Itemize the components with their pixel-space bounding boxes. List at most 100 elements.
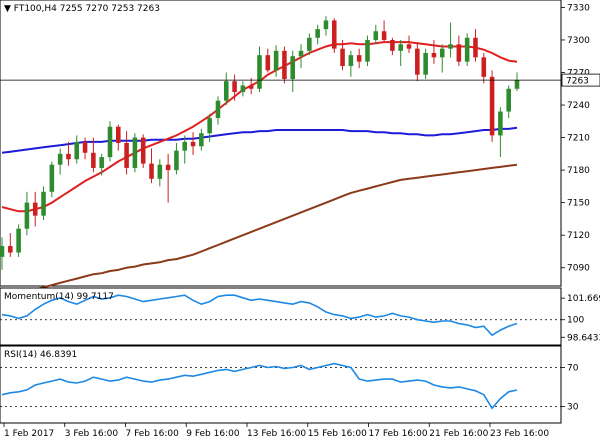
candle-body [290, 56, 296, 80]
candle [190, 132, 196, 155]
candle [215, 96, 221, 125]
candle-body [506, 88, 511, 112]
candle [431, 39, 437, 64]
candle [157, 159, 163, 187]
candle-body [190, 141, 196, 147]
candle-body [298, 50, 304, 57]
candle [348, 50, 354, 77]
candle [340, 39, 345, 71]
candle-body [57, 153, 63, 165]
candle-body [373, 31, 379, 40]
candle [265, 48, 271, 73]
candle [49, 161, 55, 198]
candle [207, 113, 212, 142]
y-tick-label: 7240 [567, 101, 590, 111]
candle-body [240, 85, 246, 93]
x-tick-label: 13 Feb 16:00 [247, 429, 306, 439]
momentum-line [1, 294, 518, 337]
candle [182, 135, 188, 164]
current-price-label: 7263 [566, 77, 589, 87]
rsi-line [1, 362, 518, 410]
symbol-label: ▼ FT100,H4 7255 7270 7253 7263 [4, 4, 160, 14]
ma-brown-line [1, 163, 518, 300]
candlestick-series [0, 16, 520, 270]
candle [390, 37, 395, 56]
candle-body [431, 52, 437, 58]
candle-body [481, 57, 487, 77]
candle [489, 70, 495, 142]
candle [514, 72, 520, 91]
candle-body [91, 152, 96, 168]
candle [282, 46, 287, 84]
candle [464, 33, 470, 66]
x-tick-label: 21 Feb 16:00 [429, 429, 488, 439]
candle [41, 186, 46, 221]
candle [398, 39, 403, 66]
candle [223, 72, 229, 106]
candle-body [223, 81, 229, 101]
candle-body [381, 31, 387, 40]
candle [66, 141, 71, 166]
candle-body [0, 246, 5, 257]
candle-body [398, 44, 403, 51]
x-tick-label: 17 Feb 16:00 [369, 429, 428, 439]
candle [57, 148, 63, 175]
candle-body [390, 39, 395, 51]
y-tick-label: 7210 [567, 134, 590, 144]
main-y-axis: 7330 7300 7270 7240 7210 7180 7150 7120 7090 [561, 3, 590, 274]
x-tick-label: 15 Feb 16:00 [308, 429, 367, 439]
candle-body [282, 50, 287, 80]
candle-body [24, 202, 30, 229]
candle-body [331, 20, 337, 49]
candle-body [124, 143, 129, 168]
momentum-y-tick-label: 98.6433 [567, 333, 600, 343]
x-tick-label: 1 Feb 2017 [4, 429, 54, 439]
candle [473, 29, 478, 62]
candle [91, 137, 96, 173]
candle-body [232, 81, 237, 93]
candle [116, 124, 121, 151]
candle [439, 44, 445, 73]
candle-body [107, 126, 113, 158]
candle [290, 50, 296, 93]
candle-body [365, 39, 370, 62]
candle-body [356, 55, 362, 62]
candle-body [207, 118, 212, 134]
candle-body [464, 37, 470, 62]
candle [140, 134, 146, 168]
rsi-panel: RSI(14) 46.8391 70 30 [0, 345, 579, 424]
candle-body [406, 44, 412, 49]
candle [307, 33, 312, 56]
candle [8, 233, 13, 257]
rsi-label: RSI(14) 46.8391 [4, 350, 77, 360]
candle-body [66, 153, 71, 160]
momentum-y-tick-label: 101.6696 [567, 294, 600, 304]
candle-body [448, 44, 453, 49]
candle [174, 143, 179, 175]
rsi-panel-frame [0, 345, 562, 424]
candle-body [315, 29, 320, 38]
momentum-y-tick-label: 100 [567, 316, 584, 326]
rsi-y-tick-label: 70 [567, 363, 579, 373]
candle [273, 45, 279, 77]
candle [498, 107, 503, 158]
candle-body [456, 44, 462, 62]
candle-body [323, 20, 329, 30]
candle [24, 191, 30, 236]
candle [240, 81, 246, 97]
candle-body [489, 76, 495, 136]
candle-body [199, 133, 204, 147]
candle [107, 121, 113, 162]
rsi-y-axis: 70 30 [561, 363, 579, 412]
candle-body [307, 37, 312, 51]
candle [315, 24, 320, 45]
rsi-y-tick-label: 30 [567, 402, 579, 412]
momentum-label: Momentum(14) 99.7117 [4, 292, 114, 302]
current-price-tag: 7263 [561, 73, 600, 87]
candle [456, 35, 462, 66]
candle [16, 224, 21, 257]
ma-blue-path [1, 126, 518, 154]
candle-body [174, 150, 179, 171]
candle-body [439, 48, 445, 58]
